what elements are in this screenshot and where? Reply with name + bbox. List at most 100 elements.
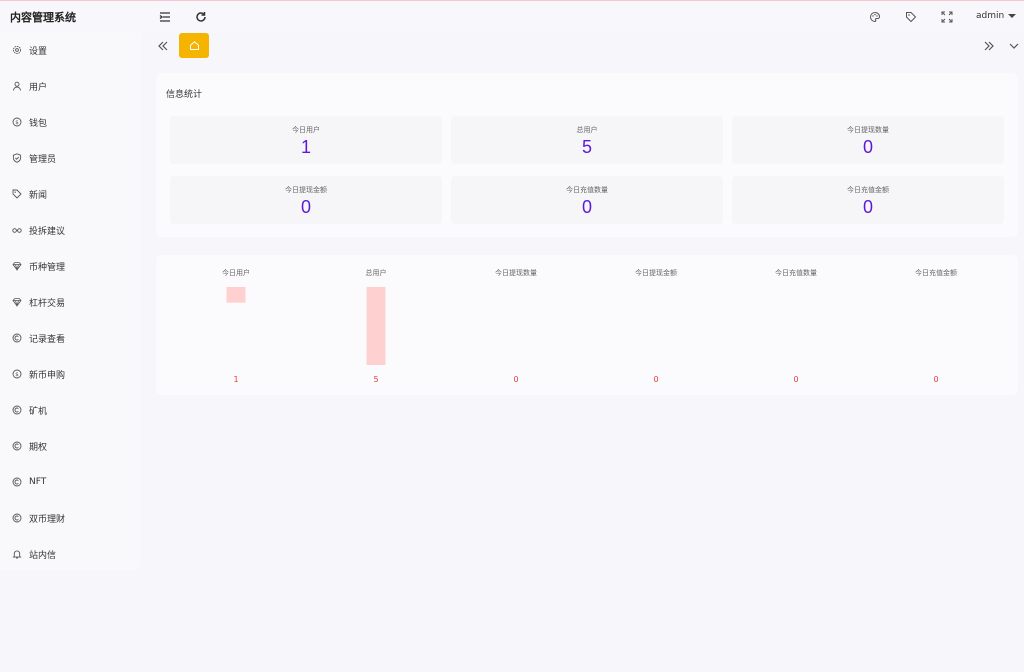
stat-value: 1 <box>300 137 311 157</box>
sidebar-item-label: 新币申购 <box>29 370 66 381</box>
sidebar-item-label: 期权 <box>29 442 48 453</box>
chart-card: 今日用户 1 总用户 5 今日提现数量 0 今日提现金额 0 今日充值数量 0 今日充值金额 0 <box>156 255 1018 395</box>
sidebar-item-wallet[interactable]: $ 钱包 <box>0 107 141 137</box>
copyright-circle-icon <box>12 405 22 415</box>
app-title: 内容管理系统 <box>10 11 76 24</box>
sidebar-item-feedback[interactable]: 投拆建议 <box>0 215 141 245</box>
diamond-icon <box>12 261 22 271</box>
stat-value: 0 <box>581 197 592 217</box>
chart-category-label: 总用户 <box>366 268 387 277</box>
sidebar-item-news[interactable]: 新闻 <box>0 179 141 209</box>
stat-today-recharge-count: 今日充值数量 0 <box>451 176 723 224</box>
shield-icon <box>12 153 22 163</box>
stat-label: 今日充值金额 <box>847 186 889 194</box>
bar-chart: 今日用户 1 总用户 5 今日提现数量 0 今日提现金额 0 今日充值数量 0 今日充值金额 0 <box>222 268 957 384</box>
dollar-circle-icon: $ <box>12 117 22 127</box>
chart-category-label: 今日提现金额 <box>635 268 677 277</box>
stat-label: 今日充值数量 <box>566 186 608 194</box>
chart-value-label: 0 <box>513 375 518 384</box>
copyright-circle-icon <box>12 513 22 523</box>
copyright-circle-icon <box>12 477 22 487</box>
chart-category-label: 今日用户 <box>222 268 250 277</box>
sidebar-item-label: NFT <box>29 477 47 487</box>
chart-value-label: 0 <box>793 375 798 384</box>
svg-text:$: $ <box>15 120 19 126</box>
sidebar-item-leverage[interactable]: 杠杆交易 <box>0 287 141 317</box>
sidebar-item-coins[interactable]: 币种管理 <box>0 251 141 281</box>
sidebar-item-label: 投拆建议 <box>29 226 66 237</box>
sidebar-item-label: 双币理财 <box>29 514 66 525</box>
stats-card: 信息统计 今日用户 1 总用户 5 今日提现数量 0 今日提现金额 0 今日充值… <box>156 73 1018 237</box>
sidebar-item-label: 钱包 <box>29 118 48 129</box>
copyright-circle-icon <box>12 441 22 451</box>
stat-today-recharge-amount: 今日充值金额 0 <box>732 176 1004 224</box>
dollar-circle-icon: $ <box>12 369 22 379</box>
stat-today-withdraw-count: 今日提现数量 0 <box>732 116 1004 164</box>
fullscreen-icon[interactable] <box>941 11 953 23</box>
glasses-icon <box>12 225 22 235</box>
chart-bar <box>366 287 386 365</box>
gear-icon <box>12 45 22 55</box>
chart-category-label: 今日充值数量 <box>775 268 817 277</box>
stat-value: 0 <box>862 137 873 157</box>
sidebar-item-label: 币种管理 <box>29 262 66 273</box>
sidebar-item-admins[interactable]: 管理员 <box>0 143 141 173</box>
stats-title: 信息统计 <box>166 90 203 100</box>
sidebar-item-nft[interactable]: NFT <box>0 467 141 497</box>
copyright-circle-icon <box>12 333 22 343</box>
palette-icon[interactable] <box>869 11 881 23</box>
chart-value-label: 0 <box>653 375 658 384</box>
stat-value: 0 <box>862 197 873 217</box>
refresh-icon[interactable] <box>195 11 207 23</box>
sidebar-item-label: 用户 <box>29 82 48 93</box>
username: admin <box>976 11 1005 21</box>
header: 内容管理系统 admin <box>0 1 1024 33</box>
home-icon <box>189 41 199 50</box>
stat-label: 今日提现数量 <box>847 126 889 134</box>
tabs-scroll-right-icon[interactable] <box>982 38 996 52</box>
chart-category-label: 今日充值金额 <box>915 268 957 277</box>
sidebar-item-label: 记录查看 <box>29 334 66 345</box>
sidebar-item-label: 管理员 <box>29 154 57 165</box>
chart-value-label: 0 <box>933 375 938 384</box>
top-accent-line <box>0 0 1024 1</box>
user-icon <box>12 81 22 91</box>
sidebar-item-label: 新闻 <box>29 190 48 201</box>
menu-collapse-icon[interactable] <box>159 11 171 23</box>
stat-label: 今日用户 <box>292 126 320 134</box>
svg-text:$: $ <box>15 372 19 378</box>
sidebar-item-label: 设置 <box>29 46 48 57</box>
chart-value-label: 5 <box>373 375 378 384</box>
tag-icon <box>12 189 22 199</box>
sidebar-item-label: 矿机 <box>29 406 48 417</box>
stat-total-users: 总用户 5 <box>451 116 723 164</box>
stat-label: 今日提现金额 <box>285 186 327 194</box>
sidebar-item-new-coin[interactable]: $ 新币申购 <box>0 359 141 389</box>
sidebar-item-messages[interactable]: 站内信 <box>0 539 141 569</box>
sidebar: 设置 用户 $ 钱包 管理员 新闻 投拆建议 币种管理 杠杆交易 记录查看 $ … <box>0 33 141 571</box>
tabs-scroll-left-icon[interactable] <box>156 38 170 52</box>
sidebar-item-users[interactable]: 用户 <box>0 71 141 101</box>
tab-home[interactable] <box>179 33 209 58</box>
tabs-menu-chevron-down-icon[interactable] <box>1007 38 1021 52</box>
user-menu[interactable]: admin <box>976 11 1017 21</box>
sidebar-item-settings[interactable]: 设置 <box>0 35 141 65</box>
stat-label: 总用户 <box>576 126 598 134</box>
chart-category-label: 今日提现数量 <box>495 268 537 277</box>
stat-today-withdraw-amount: 今日提现金额 0 <box>170 176 442 224</box>
bell-icon <box>12 549 22 559</box>
sidebar-item-label: 杠杆交易 <box>29 298 66 309</box>
chart-value-label: 1 <box>233 375 238 384</box>
chevron-down-icon <box>1008 14 1017 18</box>
sidebar-item-dual-currency[interactable]: 双币理财 <box>0 503 141 533</box>
tag-icon[interactable] <box>905 11 917 23</box>
stat-value: 0 <box>300 197 311 217</box>
sidebar-item-miner[interactable]: 矿机 <box>0 395 141 425</box>
diamond-icon <box>12 297 22 307</box>
stat-value: 5 <box>581 137 592 157</box>
sidebar-item-records[interactable]: 记录查看 <box>0 323 141 353</box>
chart-bar <box>226 287 246 303</box>
sidebar-item-options[interactable]: 期权 <box>0 431 141 461</box>
stat-today-users: 今日用户 1 <box>170 116 442 164</box>
sidebar-item-label: 站内信 <box>29 550 57 561</box>
